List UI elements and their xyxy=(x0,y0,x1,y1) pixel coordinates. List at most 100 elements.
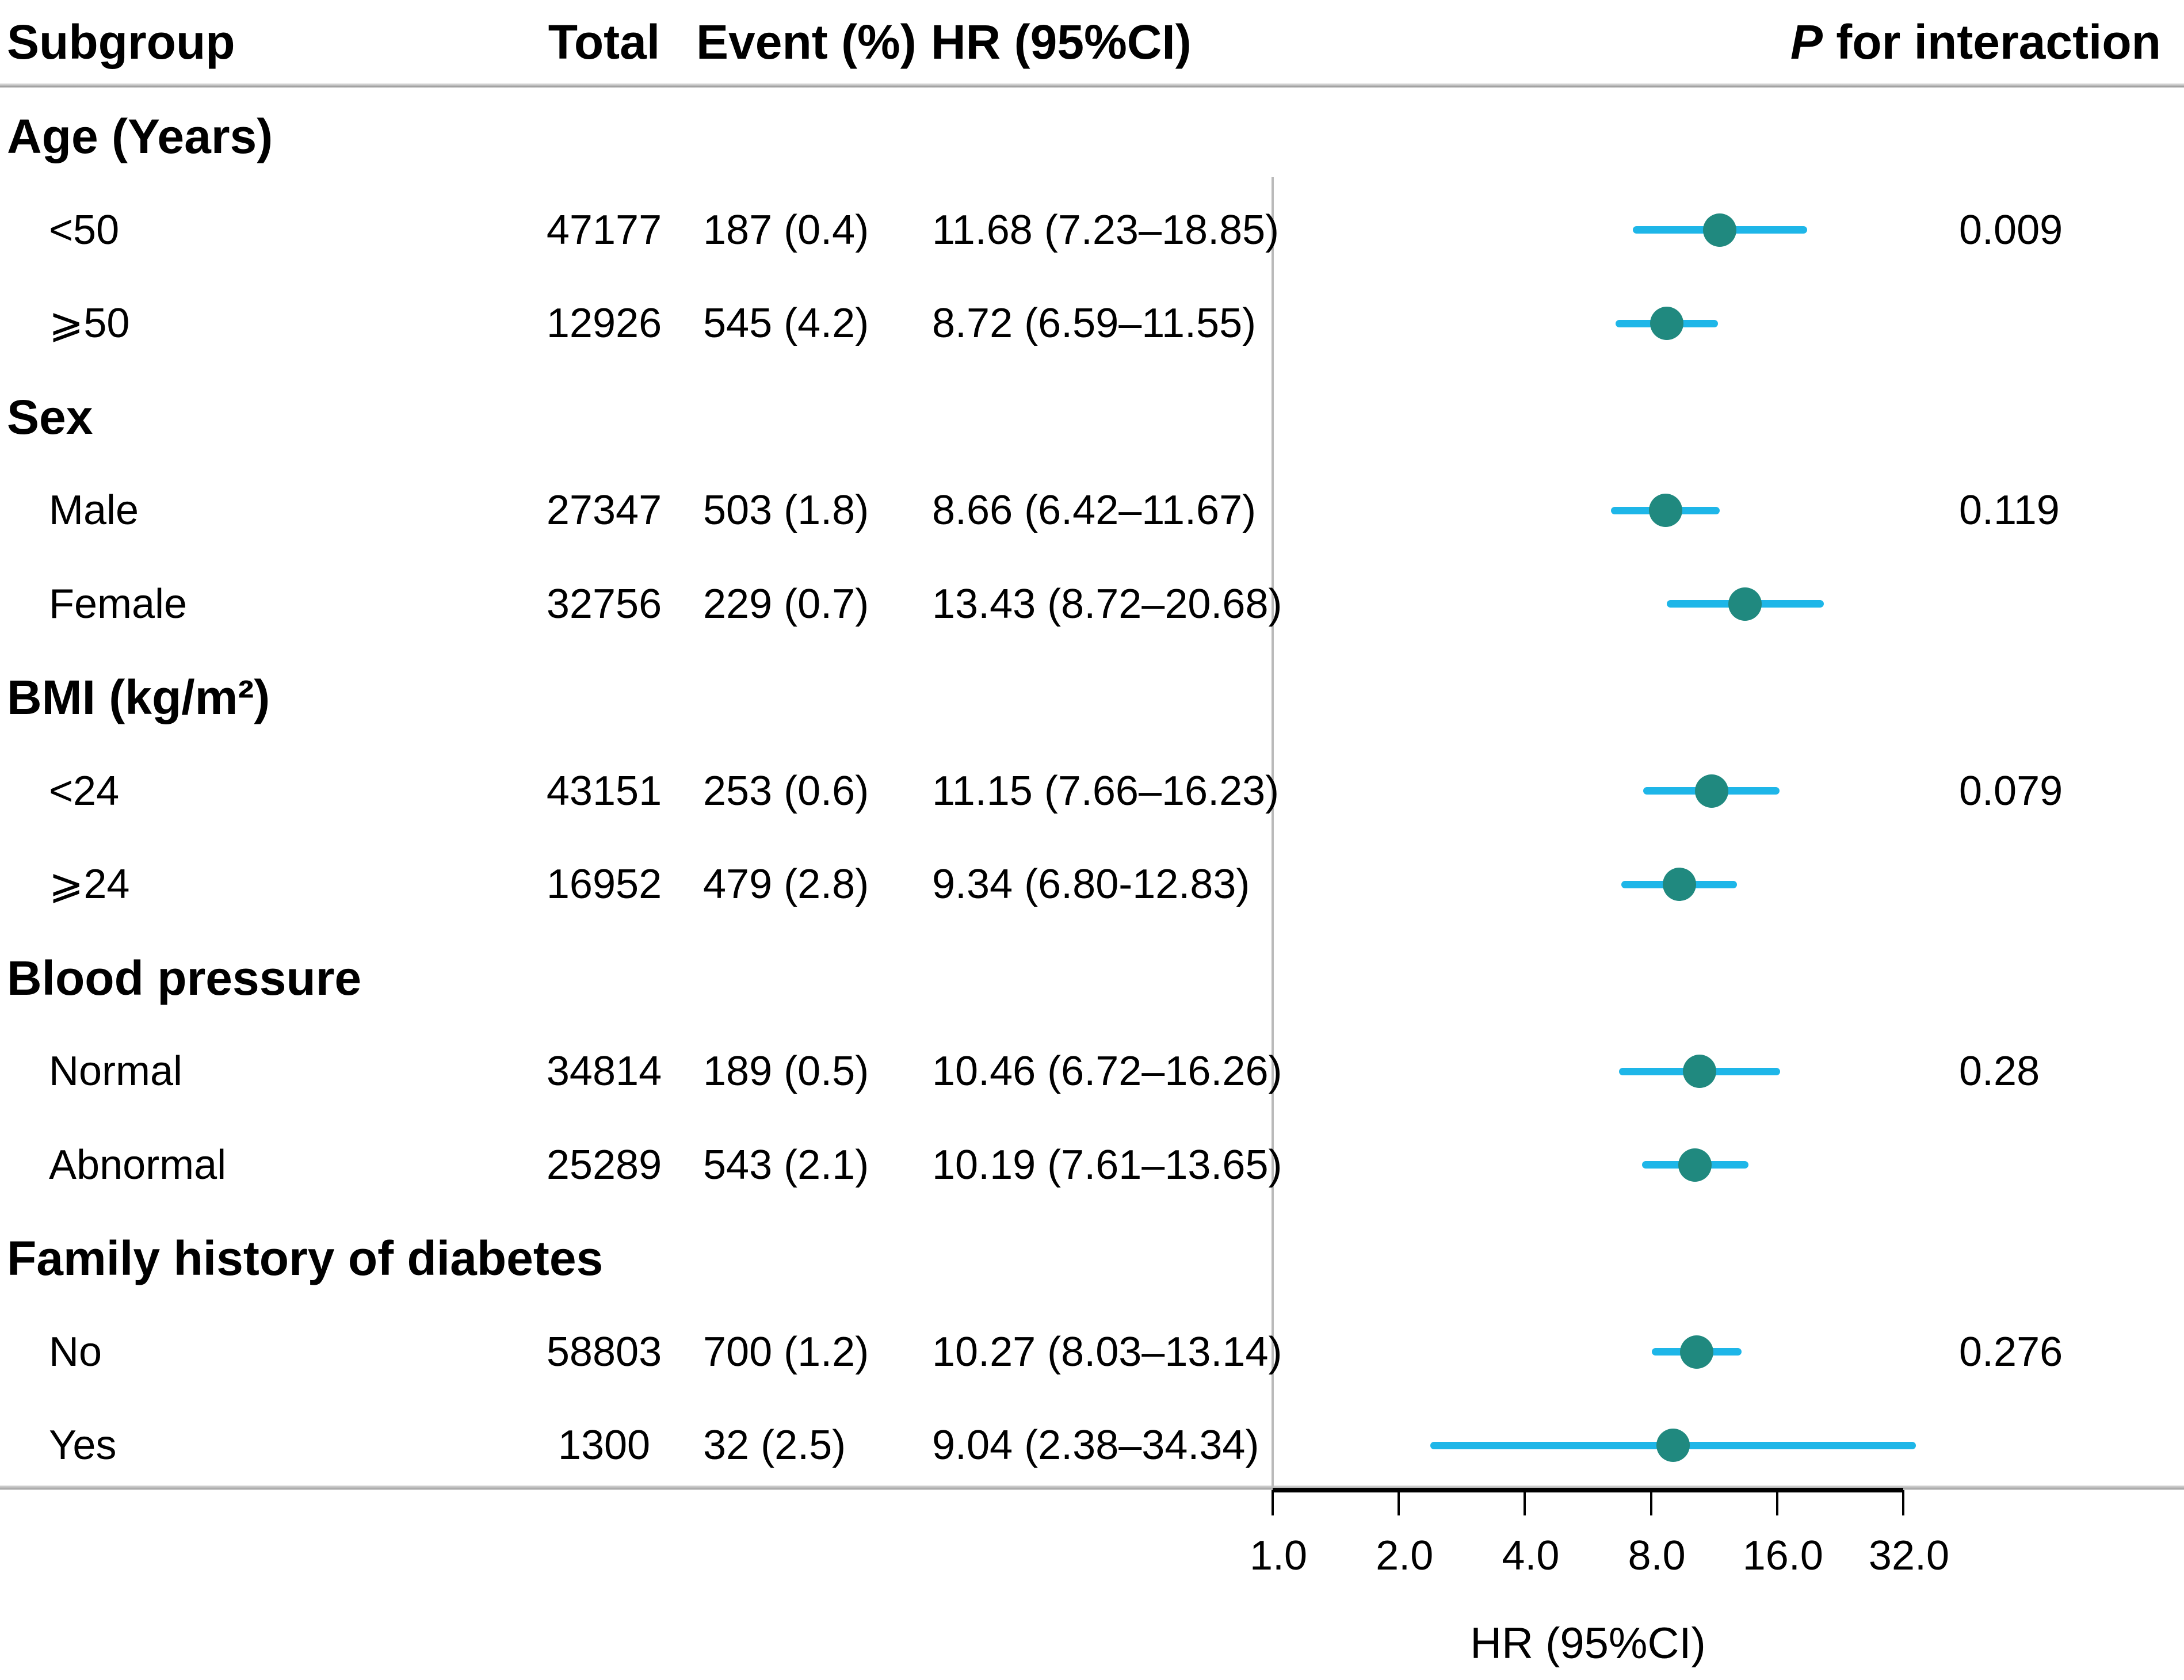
total-value: 12926 xyxy=(546,300,662,346)
hr-ci-value: 10.27 (8.03–13.14) xyxy=(932,1328,1282,1375)
event-value: 189 (0.5) xyxy=(703,1048,869,1094)
p-header-rest: for interaction xyxy=(1822,15,2161,69)
hr-point-marker xyxy=(1679,1335,1713,1369)
x-axis-tick-mark xyxy=(1524,1490,1526,1515)
p-italic-letter: P xyxy=(1790,15,1823,69)
subgroup-row: <24 43151 253 (0.6) 11.15 (7.66–16.23) 0.079 xyxy=(0,754,2184,828)
event-value: 479 (2.8) xyxy=(703,861,869,907)
x-axis-tick-label: 16.0 xyxy=(1742,1533,1823,1579)
header-separator-line xyxy=(0,83,2184,87)
hr-ci-value: 9.04 (2.38–34.34) xyxy=(932,1422,1259,1468)
column-header-p-interaction: P for interaction xyxy=(1790,10,2161,74)
total-value: 32756 xyxy=(546,581,662,627)
hr-point-marker xyxy=(1703,213,1737,247)
group-label: Sex xyxy=(7,390,93,444)
x-axis-tick-mark xyxy=(1902,1490,1904,1515)
x-axis-tick-label: 4.0 xyxy=(1502,1533,1560,1579)
hr-ci-value: 13.43 (8.72–20.68) xyxy=(932,581,1282,627)
subgroup-label: <50 xyxy=(49,207,120,253)
subgroup-label: Female xyxy=(49,581,188,627)
subgroup-row: Abnormal 25289 543 (2.1) 10.19 (7.61–13.65) xyxy=(0,1128,2184,1202)
x-axis-tick-mark xyxy=(1776,1490,1778,1515)
x-axis-tick-mark xyxy=(1272,1490,1274,1515)
hr-point-marker xyxy=(1656,1429,1690,1462)
hr-ci-value: 8.66 (6.42–11.67) xyxy=(932,487,1257,533)
hr-point-marker xyxy=(1683,1055,1717,1088)
event-value: 545 (4.2) xyxy=(703,300,869,346)
group-row: Family history of diabetes xyxy=(0,1221,2184,1296)
group-row: Blood pressure xyxy=(0,941,2184,1015)
hr-point-marker xyxy=(1648,494,1682,527)
x-axis-tick-label: 2.0 xyxy=(1376,1533,1434,1579)
subgroup-label: ⩾24 xyxy=(49,861,130,907)
subgroup-row: <50 47177 187 (0.4) 11.68 (7.23–18.85) 0.009 xyxy=(0,193,2184,268)
subgroup-label: No xyxy=(49,1328,102,1375)
subgroup-label: Yes xyxy=(49,1422,117,1468)
hr-point-marker xyxy=(1728,587,1762,621)
x-axis-tick-label: 32.0 xyxy=(1868,1533,1950,1579)
total-value: 43151 xyxy=(546,768,662,814)
group-label: Age (Years) xyxy=(7,109,273,163)
total-value: 25289 xyxy=(546,1141,662,1188)
p-interaction-value: 0.079 xyxy=(1959,768,2063,814)
x-axis-tick-label: 8.0 xyxy=(1628,1533,1686,1579)
subgroup-row: Yes 1300 32 (2.5) 9.04 (2.38–34.34) xyxy=(0,1408,2184,1483)
subgroup-label: Abnormal xyxy=(49,1141,227,1188)
subgroup-row: No 58803 700 (1.2) 10.27 (8.03–13.14) 0.276 xyxy=(0,1315,2184,1389)
x-axis-tick-mark xyxy=(1650,1490,1652,1515)
event-value: 229 (0.7) xyxy=(703,581,869,627)
event-value: 700 (1.2) xyxy=(703,1328,869,1375)
event-value: 543 (2.1) xyxy=(703,1141,869,1188)
x-axis-tick-label: 1.0 xyxy=(1249,1533,1308,1579)
total-value: 58803 xyxy=(546,1328,662,1375)
group-label: BMI (kg/m²) xyxy=(7,670,270,724)
x-axis-line xyxy=(1273,1488,1903,1492)
column-header-event: Event (%) xyxy=(696,15,917,69)
hr-point-marker xyxy=(1678,1148,1712,1182)
group-row: BMI (kg/m²) xyxy=(0,660,2184,735)
bottom-separator-line xyxy=(0,1486,2184,1490)
hr-ci-value: 10.46 (6.72–16.26) xyxy=(932,1048,1282,1094)
hr-ci-value: 10.19 (7.61–13.65) xyxy=(932,1141,1282,1188)
x-axis-tick-mark xyxy=(1398,1490,1400,1515)
subgroup-row: ⩾50 12926 545 (4.2) 8.72 (6.59–11.55) xyxy=(0,286,2184,361)
event-value: 503 (1.8) xyxy=(703,487,869,533)
total-value: 16952 xyxy=(546,861,662,907)
hr-point-marker xyxy=(1694,774,1728,808)
x-axis-title: HR (95%CI) xyxy=(1470,1619,1706,1668)
column-header-total: Total xyxy=(548,15,660,69)
column-header-subgroup: Subgroup xyxy=(7,15,235,69)
total-value: 34814 xyxy=(546,1048,662,1094)
group-label: Family history of diabetes xyxy=(7,1231,604,1285)
column-header-hr: HR (95%CI) xyxy=(931,15,1192,69)
total-value: 1300 xyxy=(558,1422,651,1468)
subgroup-label: <24 xyxy=(49,768,120,814)
subgroup-row: Male 27347 503 (1.8) 8.66 (6.42–11.67) 0.119 xyxy=(0,473,2184,548)
group-label: Blood pressure xyxy=(7,950,362,1005)
hr-point-marker xyxy=(1650,307,1683,340)
hr-ci-value: 9.34 (6.80-12.83) xyxy=(932,861,1250,907)
group-row: Sex xyxy=(0,380,2184,455)
hr-point-marker xyxy=(1662,868,1696,901)
subgroup-row: Normal 34814 189 (0.5) 10.46 (6.72–16.26) 0.… xyxy=(0,1034,2184,1109)
p-interaction-value: 0.119 xyxy=(1959,487,2060,533)
hr-ci-value: 11.15 (7.66–16.23) xyxy=(932,768,1280,814)
subgroup-label: Male xyxy=(49,487,139,533)
subgroup-label: Normal xyxy=(49,1048,183,1094)
subgroup-row: ⩾24 16952 479 (2.8) 9.34 (6.80-12.83) xyxy=(0,847,2184,922)
p-interaction-value: 0.28 xyxy=(1959,1048,2040,1094)
event-value: 253 (0.6) xyxy=(703,768,869,814)
total-value: 27347 xyxy=(546,487,662,533)
total-value: 47177 xyxy=(546,207,662,253)
group-row: Age (Years) xyxy=(0,99,2184,174)
event-value: 187 (0.4) xyxy=(703,207,869,253)
p-interaction-value: 0.276 xyxy=(1959,1328,2063,1375)
hr-ci-value: 8.72 (6.59–11.55) xyxy=(932,300,1257,346)
reference-line-hr1 xyxy=(1272,177,1274,1490)
hr-ci-value: 11.68 (7.23–18.85) xyxy=(932,207,1280,253)
subgroup-label: ⩾50 xyxy=(49,300,130,346)
event-value: 32 (2.5) xyxy=(703,1422,846,1468)
p-interaction-value: 0.009 xyxy=(1959,207,2063,253)
subgroup-row: Female 32756 229 (0.7) 13.43 (8.72–20.68) xyxy=(0,567,2184,642)
